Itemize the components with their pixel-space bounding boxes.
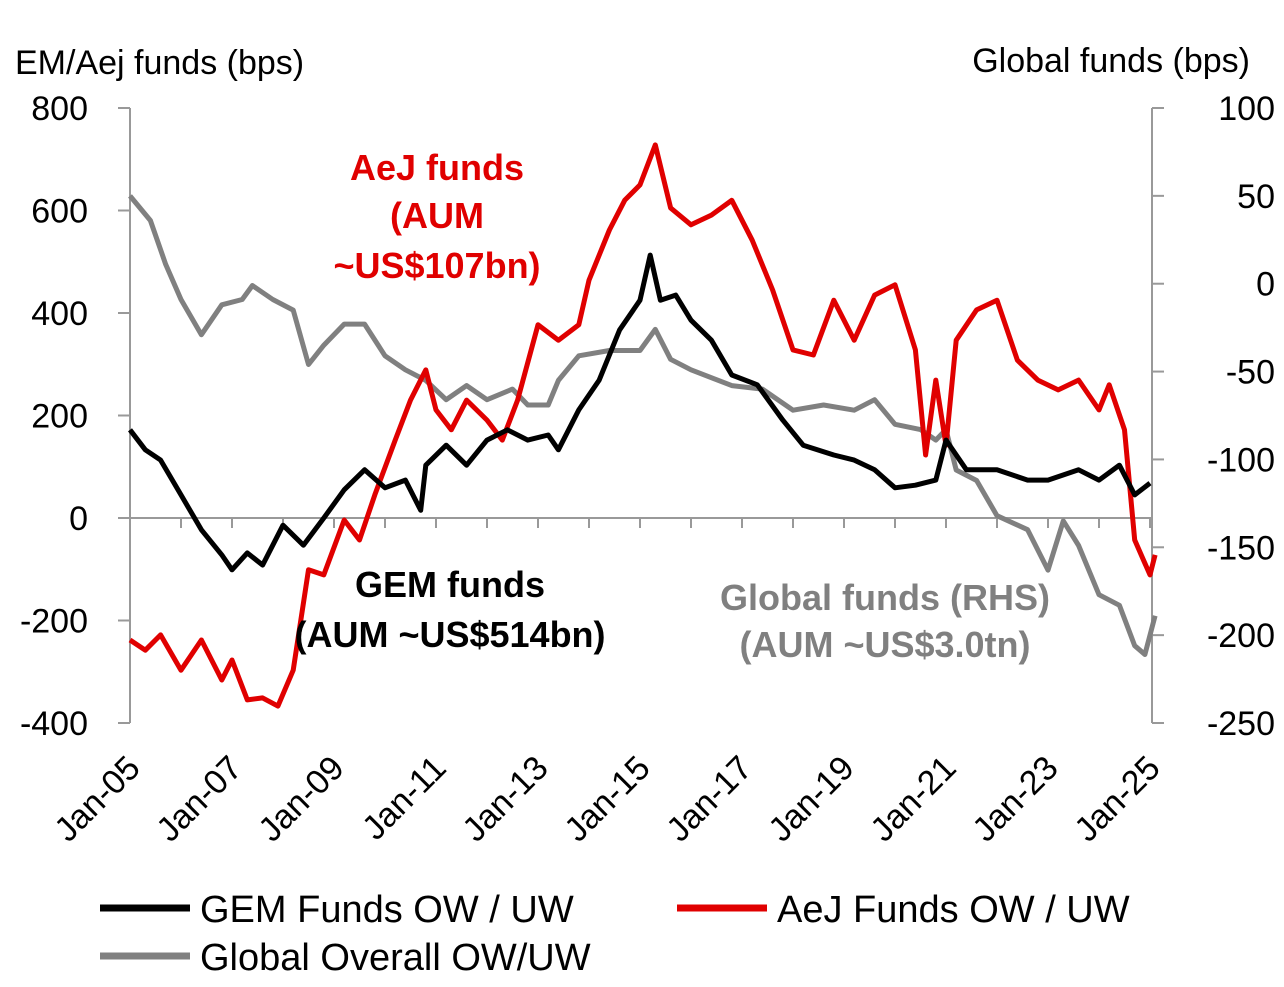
right-axis-label: Global funds (bps) bbox=[972, 42, 1250, 80]
series-line-gem bbox=[128, 252, 1152, 573]
left-tick-label: 600 bbox=[31, 193, 88, 231]
left-tick-label: 400 bbox=[31, 295, 88, 333]
right-tick-label: -150 bbox=[1207, 529, 1275, 567]
legend-label-aej: AeJ Funds OW / UW bbox=[777, 889, 1130, 931]
right-tick-label: 100 bbox=[1218, 90, 1275, 128]
left-tick-label: 800 bbox=[31, 90, 88, 128]
x-tick-label: Jan-19 bbox=[761, 749, 861, 849]
x-tick-label: Jan-11 bbox=[355, 749, 454, 848]
annotation-aej-line1: AeJ funds bbox=[350, 147, 524, 188]
x-tick-label: Jan-13 bbox=[455, 749, 555, 849]
annotation-global-line1: Global funds (RHS) bbox=[720, 577, 1050, 618]
right-tick-label: -200 bbox=[1207, 617, 1275, 655]
legend-label-global: Global Overall OW/UW bbox=[200, 937, 591, 979]
right-tick-label: -100 bbox=[1207, 441, 1275, 479]
x-tick-label: Jan-05 bbox=[47, 749, 147, 849]
left-tick-label: -200 bbox=[20, 603, 88, 641]
annotation-global: Global funds (RHS) (AUM ~US$3.0tn) bbox=[720, 577, 1050, 665]
annotation-global-line2: (AUM ~US$3.0tn) bbox=[739, 624, 1030, 665]
series-line-global bbox=[128, 194, 1158, 657]
x-tick-label: Jan-25 bbox=[1067, 749, 1167, 849]
left-tick-label: 200 bbox=[31, 398, 88, 436]
right-tick-label: -250 bbox=[1207, 705, 1275, 743]
left-tick-label: -400 bbox=[20, 705, 88, 743]
annotation-aej: AeJ funds (AUM ~US$107bn) bbox=[333, 147, 540, 286]
annotation-gem-line2: (AUM ~US$514bn) bbox=[294, 614, 605, 655]
legend: GEM Funds OW / UW AeJ Funds OW / UW Glob… bbox=[100, 889, 1130, 979]
axes: 800 600 400 200 0 -200 -400 100 50 0 -50 -100 -150 -2… bbox=[20, 90, 1275, 849]
right-tick-label: -50 bbox=[1226, 354, 1275, 392]
left-axis-label: EM/Aej funds (bps) bbox=[15, 44, 304, 82]
annotation-aej-line3: ~US$107bn) bbox=[333, 245, 540, 286]
annotation-aej-line2: (AUM bbox=[390, 195, 484, 236]
series-line-aej bbox=[128, 142, 1158, 709]
x-tick-label: Jan-09 bbox=[251, 749, 351, 849]
annotation-gem: GEM funds (AUM ~US$514bn) bbox=[294, 564, 605, 655]
x-tick-label: Jan-21 bbox=[863, 749, 963, 849]
x-tick-label: Jan-07 bbox=[149, 749, 249, 849]
x-tick-label: Jan-23 bbox=[965, 749, 1065, 849]
left-tick-label: 0 bbox=[69, 500, 88, 538]
right-tick-label: 50 bbox=[1237, 178, 1275, 216]
annotation-gem-line1: GEM funds bbox=[355, 564, 545, 605]
right-tick-label: 0 bbox=[1256, 266, 1275, 304]
x-tick-label: Jan-15 bbox=[557, 749, 657, 849]
series-lines bbox=[128, 142, 1158, 709]
legend-label-gem: GEM Funds OW / UW bbox=[200, 889, 574, 931]
x-tick-label: Jan-17 bbox=[659, 749, 759, 849]
